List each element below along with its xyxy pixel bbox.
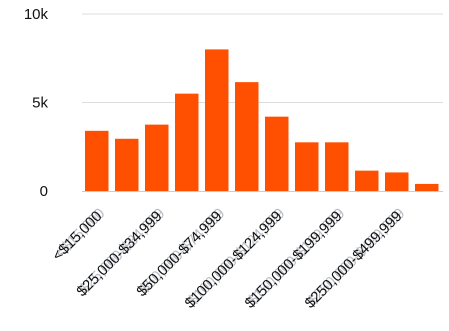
bar — [235, 82, 259, 191]
bar — [265, 116, 289, 191]
y-tick-label: 0 — [40, 183, 48, 200]
bar — [385, 172, 409, 191]
gridlines — [82, 13, 443, 103]
bar — [175, 93, 199, 191]
y-tick-label: 10k — [24, 6, 49, 23]
bar — [205, 49, 229, 192]
y-tick-label: 5k — [32, 95, 48, 112]
bar — [355, 170, 379, 191]
bars — [85, 49, 439, 192]
bar — [85, 130, 109, 191]
bar — [115, 138, 139, 191]
x-axis-tick-labels: <$15,000<$15,000$25,000-$34,999$25,000-$… — [49, 205, 408, 312]
y-axis-tick-labels: 0 5k 10k — [24, 6, 49, 200]
x-tick-label: <$15,000 — [49, 208, 106, 265]
bar — [415, 183, 439, 191]
bar — [295, 142, 319, 191]
bar — [145, 124, 169, 191]
bar — [325, 142, 349, 191]
